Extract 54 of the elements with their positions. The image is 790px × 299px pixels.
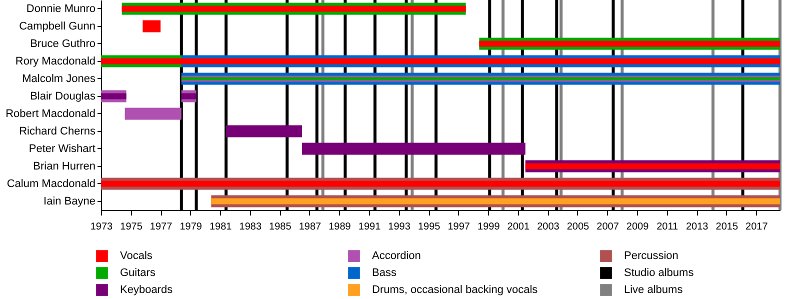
bar bbox=[124, 108, 182, 120]
y-tick-label: Bruce Guthro bbox=[30, 38, 96, 50]
y-tick-label: Peter Wishart bbox=[28, 142, 96, 155]
legend-label: Drums, occasional backing vocals bbox=[372, 284, 538, 296]
bar bbox=[302, 142, 526, 155]
y-tick-label: Robert Macdonald bbox=[6, 108, 96, 120]
x-tick-label: 1977 bbox=[150, 222, 173, 232]
legend-label: Vocals bbox=[120, 250, 153, 262]
x-tick-label: 2011 bbox=[656, 222, 679, 232]
y-tick-label: Campbell Gunn bbox=[19, 20, 96, 32]
x-tick-label: 1985 bbox=[269, 222, 292, 232]
legend-label: Studio albums bbox=[624, 267, 694, 279]
legend-label: Accordion bbox=[372, 250, 421, 262]
x-tick-label: 2013 bbox=[686, 222, 709, 232]
bar bbox=[101, 180, 780, 187]
bar bbox=[211, 198, 780, 204]
y-tick-label: Blair Douglas bbox=[30, 90, 96, 102]
legend-label: Percussion bbox=[624, 250, 678, 262]
x-tick-label: 2017 bbox=[746, 222, 768, 232]
legend-label: Live albums bbox=[624, 284, 684, 296]
y-tick-label: Rory Macdonald bbox=[15, 55, 96, 68]
x-tick-label: 1987 bbox=[298, 222, 322, 232]
y-tick-label: Calum Macdonald bbox=[6, 178, 96, 190]
y-tick-label: Iain Bayne bbox=[44, 195, 96, 208]
x-tick-label: 1973 bbox=[90, 222, 114, 232]
x-tick-label: 1975 bbox=[120, 222, 143, 232]
bar bbox=[226, 125, 302, 138]
bar bbox=[479, 40, 780, 47]
x-tick-label: 1989 bbox=[328, 222, 352, 232]
bar bbox=[181, 93, 196, 100]
y-tick-label: Donnie Munro bbox=[26, 2, 96, 15]
y-tick-label: Brian Hurren bbox=[33, 160, 96, 172]
legend-label: Guitars bbox=[120, 267, 156, 279]
legend-label: Keyboards bbox=[120, 284, 174, 296]
x-tick-label: 1981 bbox=[210, 222, 232, 232]
y-tick-label: Richard Cherns bbox=[19, 125, 96, 138]
x-tick-label: 2007 bbox=[596, 222, 620, 232]
x-tick-label: 1999 bbox=[478, 222, 500, 232]
x-tick-label: 2005 bbox=[566, 222, 590, 232]
x-tick-label: 1983 bbox=[239, 222, 262, 232]
x-tick-label: 2015 bbox=[716, 222, 738, 232]
x-tick-label: 1979 bbox=[180, 222, 202, 232]
x-tick-label: 1997 bbox=[448, 222, 470, 232]
bar bbox=[122, 6, 466, 12]
bar bbox=[525, 163, 780, 170]
x-tick-label: 2009 bbox=[626, 222, 650, 232]
bar bbox=[101, 58, 780, 64]
legend-label: Bass bbox=[372, 267, 397, 279]
x-tick-label: 1995 bbox=[418, 222, 441, 232]
x-tick-label: 2001 bbox=[507, 222, 530, 232]
y-tick-label: Malcolm Jones bbox=[22, 72, 96, 85]
x-tick-label: 1991 bbox=[358, 222, 382, 232]
x-tick-label: 1993 bbox=[388, 222, 411, 232]
x-tick-label: 2003 bbox=[537, 222, 560, 232]
